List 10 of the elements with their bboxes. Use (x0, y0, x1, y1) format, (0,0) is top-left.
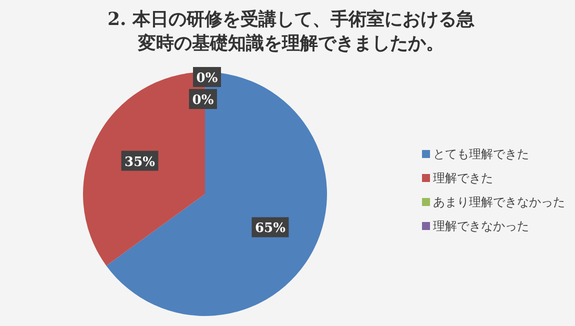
data-label: 35% (124, 154, 156, 170)
legend-label: とても理解できた (433, 147, 529, 161)
chart-title: 2. 本日の研修を受講して、手術室における急変時の基礎知識を理解できましたか。 (106, 8, 476, 56)
pie-slice (106, 72, 327, 316)
text: 0% (192, 93, 214, 108)
text: 0% (196, 71, 218, 86)
legend-label: 理解できなかった (433, 219, 529, 233)
legend-label: 理解できた (433, 171, 493, 185)
data-label: 65% (254, 221, 286, 236)
legend-label: あまり理解できなかった (433, 195, 565, 209)
